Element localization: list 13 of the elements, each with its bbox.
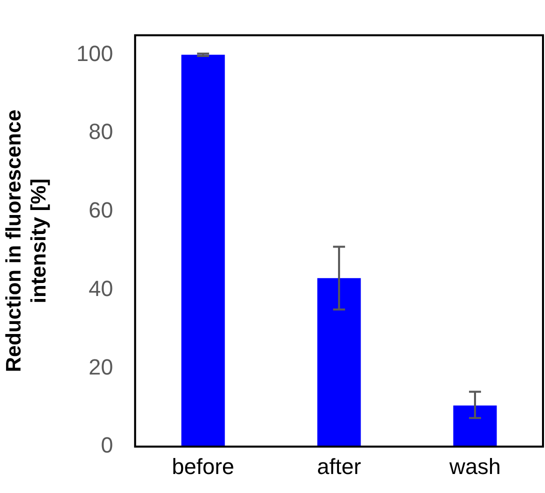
x-tick-label: after	[317, 454, 362, 479]
x-tick-label: before	[172, 454, 234, 479]
y-tick-label: 40	[88, 276, 114, 301]
bar	[181, 54, 225, 447]
x-tick-label: wash	[448, 454, 501, 479]
y-tick-label: 20	[88, 354, 114, 380]
y-tick-label: 100	[76, 40, 114, 66]
y-tick-label: 60	[88, 198, 114, 223]
y-axis-title: Reduction in fluorescence intensity [%]	[2, 110, 51, 372]
y-tick-label: 80	[88, 119, 114, 144]
y-tick-label: 0	[100, 432, 114, 458]
bar	[317, 278, 361, 447]
bar	[453, 405, 497, 447]
